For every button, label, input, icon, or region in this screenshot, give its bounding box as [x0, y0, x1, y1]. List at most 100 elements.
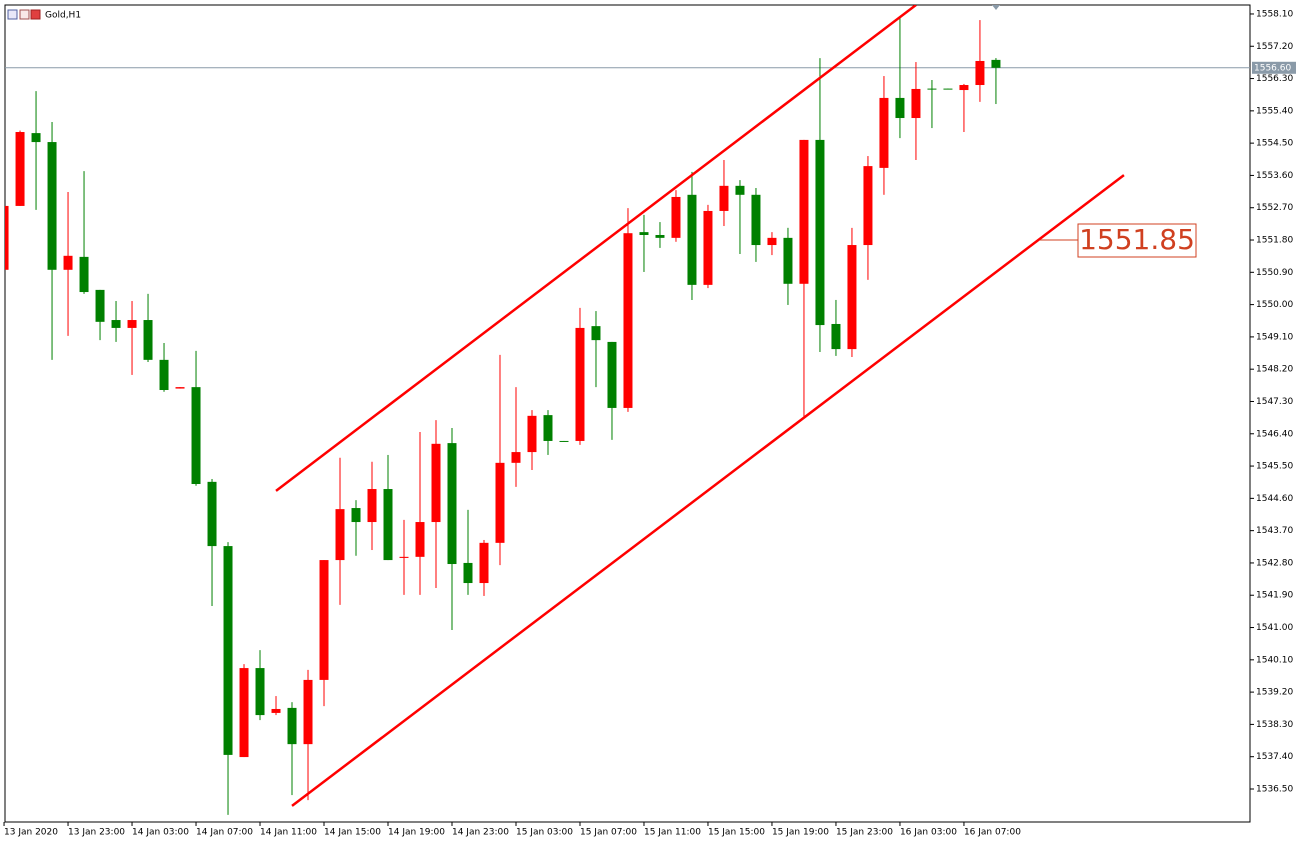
candle-body	[863, 166, 873, 246]
candle-body	[159, 359, 169, 390]
current-price-label: 1556.60	[1254, 63, 1291, 73]
y-tick-label: 1552.70	[1256, 203, 1293, 213]
candle-body	[703, 210, 713, 285]
y-tick-label: 1536.50	[1256, 784, 1293, 794]
y-tick-label: 1550.90	[1256, 268, 1293, 278]
candle-body	[543, 415, 553, 441]
annotation-box	[1077, 223, 1197, 258]
candle-body	[31, 133, 41, 143]
candle-body	[879, 97, 889, 168]
candle-body	[495, 462, 505, 543]
candle-body	[95, 289, 105, 322]
y-tick-label: 1543.70	[1256, 526, 1293, 536]
candle-body	[335, 509, 345, 561]
candle-body	[319, 560, 329, 680]
x-tick-label: 16 Jan 07:00	[964, 828, 1021, 838]
candle-body	[255, 668, 265, 716]
plot	[5, 5, 1250, 815]
candle-body	[479, 542, 489, 584]
candle-body	[79, 256, 89, 293]
y-tick-label: 1551.80	[1256, 236, 1293, 246]
x-tick-label: 15 Jan 03:00	[516, 828, 573, 838]
y-tick-label: 1544.60	[1256, 494, 1293, 504]
candle-body	[5, 205, 9, 270]
y-tick-label: 1553.60	[1256, 171, 1293, 181]
x-tick-label: 15 Jan 15:00	[708, 828, 765, 838]
candle-body	[927, 88, 937, 90]
candle-body	[975, 60, 985, 86]
candle-body	[751, 194, 761, 246]
y-tick-label: 1538.30	[1256, 720, 1293, 730]
candle-body	[239, 668, 249, 758]
candle-body	[815, 139, 825, 326]
x-tick-label: 13 Jan 2020	[4, 828, 58, 838]
candle-body	[143, 320, 153, 360]
candle-body	[799, 139, 809, 284]
marker	[992, 5, 1000, 10]
candle-body	[47, 142, 57, 270]
candle-body	[655, 234, 665, 238]
y-tick-label: 1554.50	[1256, 139, 1293, 149]
x-tick-label: 14 Jan 15:00	[324, 828, 381, 838]
candle-body	[847, 245, 857, 350]
candle-body	[575, 327, 585, 441]
candle-body	[271, 708, 281, 713]
candle-body	[383, 489, 393, 561]
candle-body	[959, 85, 969, 91]
candle-body	[303, 679, 313, 745]
x-tick-label: 14 Jan 03:00	[132, 828, 189, 838]
icon	[7, 9, 18, 20]
candle-body	[895, 97, 905, 119]
y-tick-label: 1548.20	[1256, 365, 1293, 375]
candle-body	[367, 489, 377, 523]
x-tick-label: 14 Jan 23:00	[452, 828, 509, 838]
y-tick-label: 1549.10	[1256, 332, 1293, 342]
y-tick-label: 1540.10	[1256, 655, 1293, 665]
candle-body	[111, 320, 121, 328]
y-tick-label: 1558.10	[1256, 9, 1293, 19]
candle-body	[351, 508, 361, 523]
y-tick-label: 1541.90	[1256, 591, 1293, 601]
trendline	[291, 174, 1125, 807]
plot-frame	[4, 4, 1251, 823]
y-tick-label: 1539.20	[1256, 688, 1293, 698]
candle-body	[463, 562, 473, 584]
y-tick-label: 1555.40	[1256, 106, 1293, 116]
y-tick-label: 1542.80	[1256, 558, 1293, 568]
current-price-box	[1252, 61, 1296, 74]
y-tick-label: 1546.40	[1256, 429, 1293, 439]
candle-body	[687, 194, 697, 285]
x-tick-label: 15 Jan 19:00	[772, 828, 829, 838]
x-tick-label: 15 Jan 23:00	[836, 828, 893, 838]
candle-body	[991, 59, 1001, 68]
candle-body	[431, 443, 441, 523]
chart-title: Gold,H1	[45, 11, 81, 21]
candle-body	[191, 387, 201, 485]
candle-body	[639, 232, 649, 235]
candle-body	[447, 443, 457, 565]
candle-body	[719, 185, 729, 211]
y-tick-label: 1537.40	[1256, 752, 1293, 762]
candle-body	[671, 196, 681, 238]
annotation: 1551.85	[1079, 223, 1195, 256]
icon	[19, 9, 30, 20]
y-tick-label: 1547.30	[1256, 397, 1293, 407]
candle-body	[591, 326, 601, 341]
trendline	[275, 5, 917, 492]
y-tick-label: 1545.50	[1256, 462, 1293, 472]
candle-body	[207, 481, 217, 547]
candle-body	[783, 237, 793, 284]
x-tick-label: 16 Jan 03:00	[900, 828, 957, 838]
x-tick-label: 14 Jan 19:00	[388, 828, 445, 838]
icon	[30, 9, 41, 20]
y-tick-label: 1556.30	[1256, 74, 1293, 84]
candle-body	[127, 320, 137, 328]
y-tick-label: 1550.00	[1256, 300, 1293, 310]
x-tick-label: 15 Jan 11:00	[644, 828, 701, 838]
candle-body	[223, 546, 233, 755]
candle-body	[399, 556, 409, 558]
candle-body	[943, 88, 953, 90]
y-tick-label: 1557.20	[1256, 42, 1293, 52]
x-tick-label: 14 Jan 11:00	[260, 828, 317, 838]
candle-body	[911, 88, 921, 119]
